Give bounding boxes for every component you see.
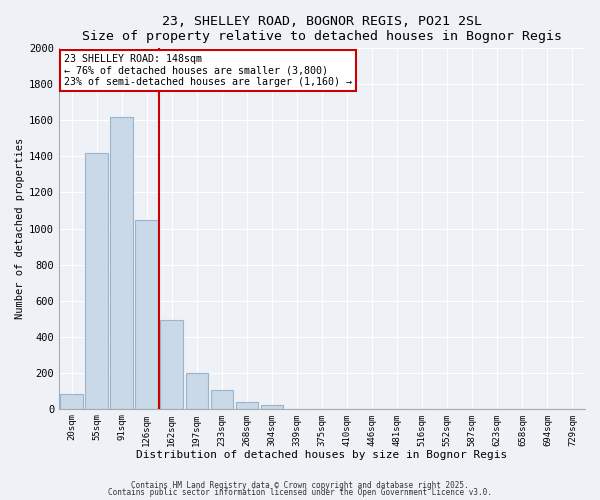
Bar <box>260 405 283 408</box>
Text: 23 SHELLEY ROAD: 148sqm
← 76% of detached houses are smaller (3,800)
23% of semi: 23 SHELLEY ROAD: 148sqm ← 76% of detache… <box>64 54 352 87</box>
Title: 23, SHELLEY ROAD, BOGNOR REGIS, PO21 2SL
Size of property relative to detached h: 23, SHELLEY ROAD, BOGNOR REGIS, PO21 2SL… <box>82 15 562 43</box>
X-axis label: Distribution of detached houses by size in Bognor Regis: Distribution of detached houses by size … <box>136 450 508 460</box>
Text: Contains public sector information licensed under the Open Government Licence v3: Contains public sector information licen… <box>108 488 492 497</box>
Bar <box>211 390 233 408</box>
Y-axis label: Number of detached properties: Number of detached properties <box>15 138 25 319</box>
Bar <box>185 372 208 408</box>
Text: Contains HM Land Registry data © Crown copyright and database right 2025.: Contains HM Land Registry data © Crown c… <box>131 480 469 490</box>
Bar <box>236 402 258 408</box>
Bar <box>136 220 158 408</box>
Bar <box>110 117 133 408</box>
Bar <box>160 320 183 408</box>
Bar <box>60 394 83 408</box>
Bar <box>85 153 108 408</box>
